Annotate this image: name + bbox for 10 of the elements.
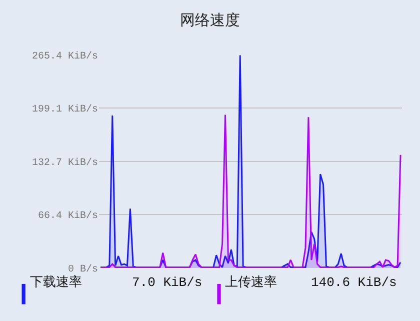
text: 140.6 KiB/s [311, 275, 397, 290]
y-tick-label: 132.7 KiB/s [32, 157, 98, 169]
y-tick-label: 66.4 KiB/s [38, 210, 98, 222]
y-tick-label: 199.1 KiB/s [32, 104, 98, 116]
chart-title: 网络速度 [180, 10, 240, 29]
y-tick-label: 0 B/s [68, 264, 98, 276]
text: 7.0 KiB/s [132, 275, 202, 290]
y-tick-label: 265.4 KiB/s [32, 50, 98, 62]
series-label: 上传速率 [225, 274, 277, 290]
series-label: 下载速率 [30, 274, 82, 290]
